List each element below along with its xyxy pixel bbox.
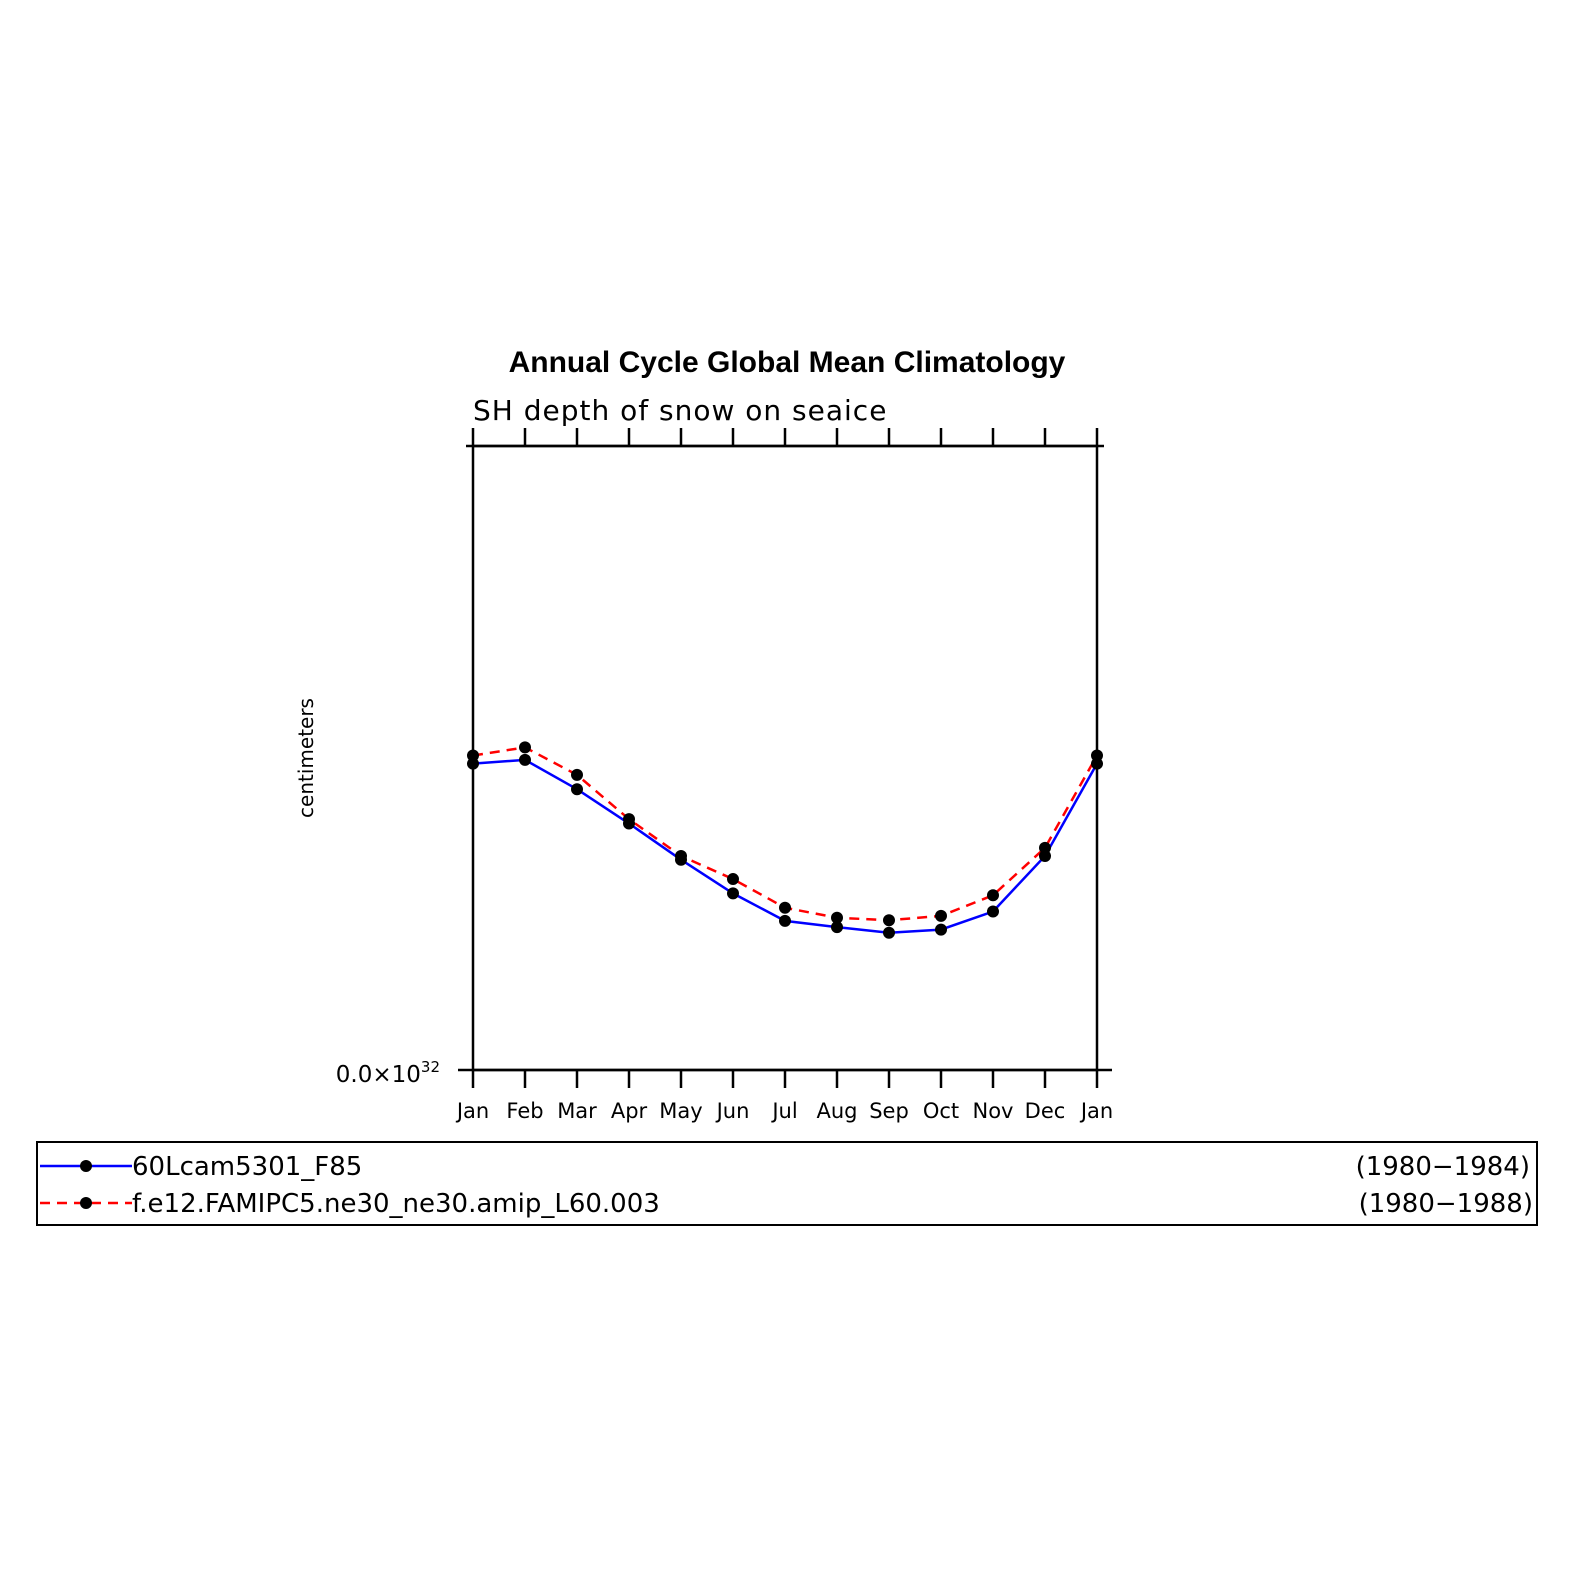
series-1-point	[727, 887, 739, 900]
chart-title: Annual Cycle Global Mean Climatology	[509, 346, 1066, 379]
x-tick-label: Apr	[611, 1099, 648, 1123]
x-tick-label: Feb	[506, 1099, 543, 1123]
legend-label-2: f.e12.FAMIPC5.ne30_ne30.amip_L60.003	[132, 1189, 660, 1219]
series-1-point	[519, 753, 531, 766]
series-2-point	[519, 741, 531, 754]
x-tick-label: Nov	[973, 1099, 1014, 1123]
x-tick-label: Oct	[923, 1099, 959, 1123]
x-tick-label: Jan	[1079, 1099, 1113, 1123]
x-tick-label: Mar	[557, 1099, 597, 1123]
series-1-point	[831, 921, 843, 934]
series-2-point	[727, 873, 739, 886]
series-2-point	[467, 749, 479, 762]
series-2-point	[935, 909, 947, 922]
legend-years-1: (1980−1984)	[1356, 1152, 1530, 1182]
top-ticks	[471, 428, 1099, 446]
legend-entry-2: f.e12.FAMIPC5.ne30_ne30.amip_L60.003 (19…	[40, 1189, 1533, 1219]
x-tick-label: Jun	[715, 1099, 750, 1123]
bottom-ticks	[471, 1070, 1099, 1088]
series-2-point	[623, 813, 635, 826]
x-tick-label: Aug	[816, 1099, 857, 1123]
series-1-point	[571, 783, 583, 796]
series-1-point	[779, 914, 791, 927]
x-tick-label: Sep	[869, 1099, 909, 1123]
plot-frame	[471, 444, 1099, 1072]
series-line-2	[472, 746, 1099, 922]
x-tick-label: Dec	[1025, 1099, 1066, 1123]
legend-marker-2	[80, 1197, 92, 1209]
series-2-point	[571, 768, 583, 781]
y-axis-label: centimeters	[294, 698, 318, 818]
series-1-point	[987, 905, 999, 918]
series-2-point	[987, 889, 999, 902]
x-tick-label: May	[659, 1099, 702, 1123]
chart-subtitle: SH depth of snow on seaice	[473, 394, 887, 427]
x-tick-label: Jul	[770, 1099, 797, 1123]
legend-years-2: (1980−1988)	[1359, 1189, 1533, 1219]
x-tick-label: Jan	[455, 1099, 489, 1123]
legend-box	[36, 1141, 1538, 1226]
legend-entry-1: 60Lcam5301_F85 (1980−1984)	[40, 1152, 1530, 1182]
series-2-point	[1091, 749, 1103, 762]
legend-label-1: 60Lcam5301_F85	[132, 1152, 362, 1182]
series-1-point	[935, 923, 947, 936]
series-2-point	[779, 901, 791, 914]
series-layer	[467, 741, 1103, 939]
series-1-point	[883, 926, 895, 939]
legend-marker-1	[80, 1160, 92, 1172]
x-tick-labels: Jan Feb Mar Apr May Jun Jul Aug Sep Oct Nov Dec Jan	[455, 1099, 1113, 1123]
series-2-point	[675, 849, 687, 862]
series-2-point	[831, 911, 843, 924]
y-tick-label: 0.0×1032	[336, 1058, 440, 1088]
series-2-point	[883, 914, 895, 927]
series-2-point	[1039, 841, 1051, 854]
